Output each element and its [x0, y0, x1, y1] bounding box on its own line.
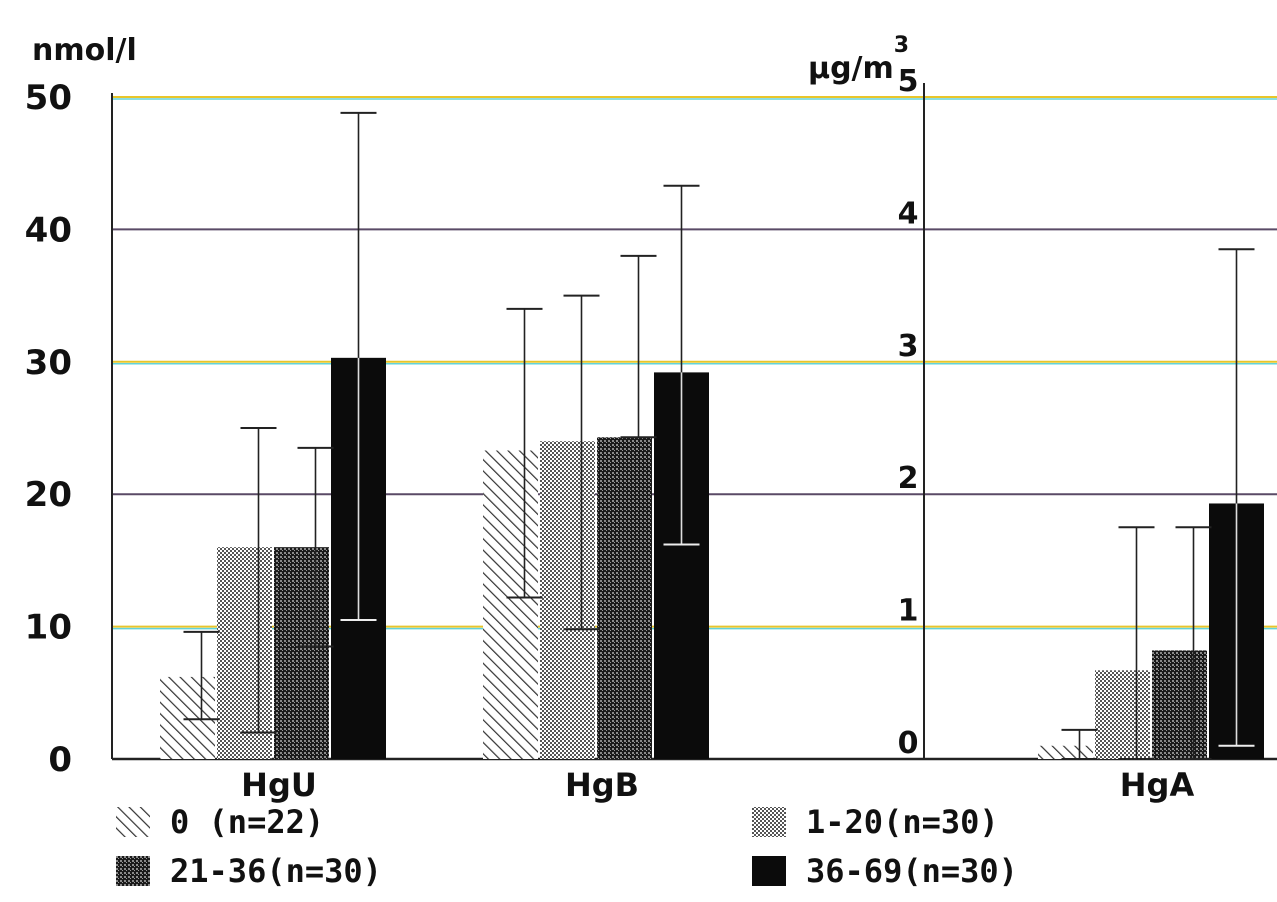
left-axis-tick-label: 0: [48, 740, 72, 780]
bars: [160, 357, 1264, 759]
right-axis-tick-label: 2: [898, 461, 919, 496]
right-axis-tick-label: 5: [898, 64, 919, 99]
legend-swatch: [116, 807, 150, 837]
left-axis-tick-label: 30: [25, 343, 72, 383]
left-axis-tick-label: 50: [25, 78, 72, 118]
legend: 0 (n=22) 1-20(n=30) 21-36(n=30) 36-69(n=30): [116, 803, 1018, 890]
category-label: HgB: [565, 766, 639, 804]
left-axis-tick-label: 20: [25, 475, 72, 515]
right-axis-tick-labels: 0 1 2 3 4 5: [898, 64, 919, 761]
legend-swatch: [116, 856, 150, 886]
legend-label: 36-69(n=30): [806, 852, 1018, 890]
legend-label: 0 (n=22): [170, 803, 324, 841]
left-axis-tick-label: 40: [25, 210, 72, 250]
category-label: HgA: [1120, 766, 1195, 804]
right-axis-unit-label: µg/m3: [808, 33, 909, 86]
legend-label: 1-20(n=30): [806, 803, 999, 841]
bar: [274, 547, 329, 759]
bar: [1152, 650, 1207, 759]
bar: [1038, 745, 1093, 759]
category-labels: HgU HgB HgA: [241, 766, 1194, 804]
bar: [1095, 670, 1150, 759]
bar: [540, 441, 595, 759]
right-axis-tick-label: 3: [898, 329, 919, 364]
left-axis-tick-labels: 0 10 20 30 40 50: [25, 78, 72, 780]
left-axis-unit-label: nmol/l: [32, 33, 137, 68]
right-axis-tick-label: 0: [898, 726, 919, 761]
bar: [217, 547, 272, 759]
legend-swatch: [752, 807, 786, 837]
bar: [597, 437, 652, 759]
error-bars: [183, 111, 1255, 760]
left-axis-tick-label: 10: [25, 608, 72, 648]
legend-swatch: [752, 856, 786, 886]
bar: [160, 676, 215, 759]
category-label: HgU: [241, 766, 317, 804]
bar: [483, 450, 538, 759]
legend-label: 21-36(n=30): [170, 852, 382, 890]
right-axis-tick-label: 4: [898, 196, 919, 231]
right-axis-tick-label: 1: [898, 594, 919, 629]
